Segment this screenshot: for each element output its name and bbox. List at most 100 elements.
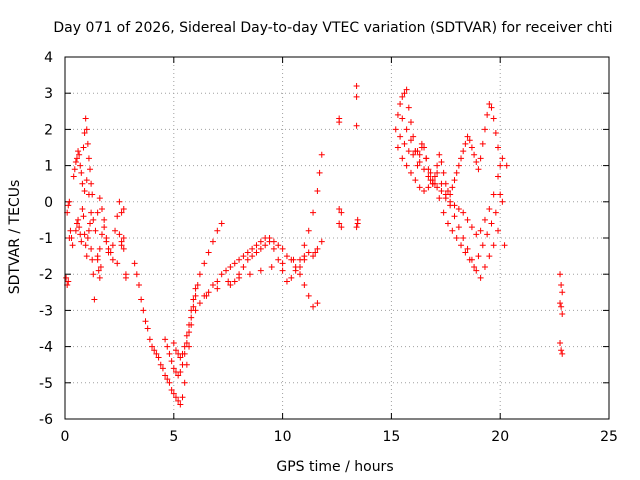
data-point bbox=[427, 169, 434, 176]
data-point bbox=[85, 191, 92, 198]
x-tick-labels: 0 5 10 15 20 25 bbox=[61, 429, 618, 445]
data-point bbox=[88, 209, 95, 216]
y-tick-label: -4 bbox=[39, 340, 53, 356]
data-point bbox=[336, 119, 343, 126]
data-point bbox=[440, 209, 447, 216]
data-point bbox=[466, 137, 473, 144]
data-point bbox=[458, 242, 465, 249]
data-point bbox=[170, 390, 177, 397]
data-point bbox=[397, 133, 404, 140]
x-tick-label: 0 bbox=[61, 429, 70, 445]
data-point bbox=[80, 213, 87, 220]
data-point bbox=[464, 245, 471, 252]
data-point bbox=[118, 209, 125, 216]
data-point bbox=[468, 224, 475, 231]
data-point bbox=[484, 231, 491, 238]
data-point bbox=[268, 263, 275, 270]
data-point bbox=[72, 227, 79, 234]
data-point bbox=[473, 267, 480, 274]
data-point bbox=[205, 289, 212, 296]
data-point bbox=[438, 180, 445, 187]
data-point bbox=[283, 253, 290, 260]
data-point bbox=[425, 184, 432, 191]
data-point bbox=[218, 271, 225, 278]
data-point bbox=[142, 318, 149, 325]
data-point bbox=[394, 144, 401, 151]
data-point bbox=[503, 162, 510, 169]
data-point bbox=[186, 321, 193, 328]
data-point bbox=[65, 278, 72, 285]
data-point bbox=[120, 235, 127, 241]
data-point bbox=[460, 148, 467, 155]
data-point bbox=[481, 216, 488, 223]
data-point bbox=[318, 151, 325, 158]
data-point bbox=[159, 365, 166, 372]
data-point bbox=[172, 394, 179, 401]
data-point bbox=[214, 285, 221, 292]
data-point bbox=[283, 278, 290, 285]
data-point bbox=[473, 231, 480, 238]
data-point bbox=[71, 166, 78, 173]
data-point bbox=[88, 180, 95, 187]
data-point bbox=[75, 216, 82, 223]
data-point bbox=[266, 238, 273, 245]
y-tick-label: -6 bbox=[39, 412, 53, 428]
data-point bbox=[192, 285, 199, 292]
data-point bbox=[354, 220, 361, 227]
data-point bbox=[336, 220, 343, 227]
data-point bbox=[175, 397, 182, 404]
data-point bbox=[135, 282, 142, 289]
data-point bbox=[81, 187, 88, 194]
data-point bbox=[181, 379, 188, 386]
data-point bbox=[488, 220, 495, 227]
data-point bbox=[194, 282, 201, 289]
data-point bbox=[138, 296, 145, 303]
data-point bbox=[177, 368, 184, 375]
data-point bbox=[279, 260, 286, 267]
y-tick-label: 3 bbox=[44, 86, 53, 102]
data-point bbox=[253, 242, 260, 249]
data-point bbox=[477, 155, 484, 162]
data-point bbox=[65, 202, 72, 209]
data-point bbox=[84, 140, 91, 147]
data-point bbox=[397, 101, 404, 108]
data-point bbox=[240, 253, 247, 260]
data-point bbox=[97, 263, 104, 270]
data-point bbox=[442, 195, 449, 202]
data-point bbox=[118, 238, 125, 245]
y-tick-label: -3 bbox=[39, 303, 53, 319]
data-point bbox=[407, 137, 414, 144]
data-point bbox=[179, 361, 186, 368]
data-point bbox=[78, 169, 85, 176]
data-point bbox=[72, 158, 79, 165]
data-point bbox=[95, 267, 102, 274]
data-point bbox=[179, 350, 186, 357]
data-point bbox=[486, 101, 493, 108]
data-point bbox=[76, 151, 83, 158]
data-point bbox=[101, 216, 108, 223]
data-point bbox=[288, 274, 295, 281]
data-point bbox=[89, 256, 96, 263]
data-point bbox=[559, 311, 566, 318]
data-point bbox=[475, 166, 482, 173]
data-point bbox=[214, 227, 221, 234]
data-point bbox=[353, 224, 360, 231]
data-point bbox=[499, 155, 506, 162]
data-point bbox=[63, 274, 70, 281]
data-point bbox=[495, 144, 502, 151]
data-point bbox=[82, 115, 89, 122]
data-point bbox=[416, 184, 423, 191]
data-point bbox=[279, 267, 286, 274]
data-point bbox=[157, 361, 164, 368]
data-point bbox=[297, 263, 304, 270]
data-point bbox=[181, 343, 188, 350]
data-point bbox=[87, 220, 94, 227]
data-point bbox=[231, 260, 238, 267]
data-point bbox=[434, 162, 441, 169]
data-point bbox=[475, 253, 482, 260]
data-point bbox=[353, 93, 360, 100]
data-point bbox=[499, 198, 506, 205]
data-point bbox=[249, 245, 256, 252]
data-point bbox=[399, 93, 406, 100]
data-point bbox=[81, 231, 88, 238]
